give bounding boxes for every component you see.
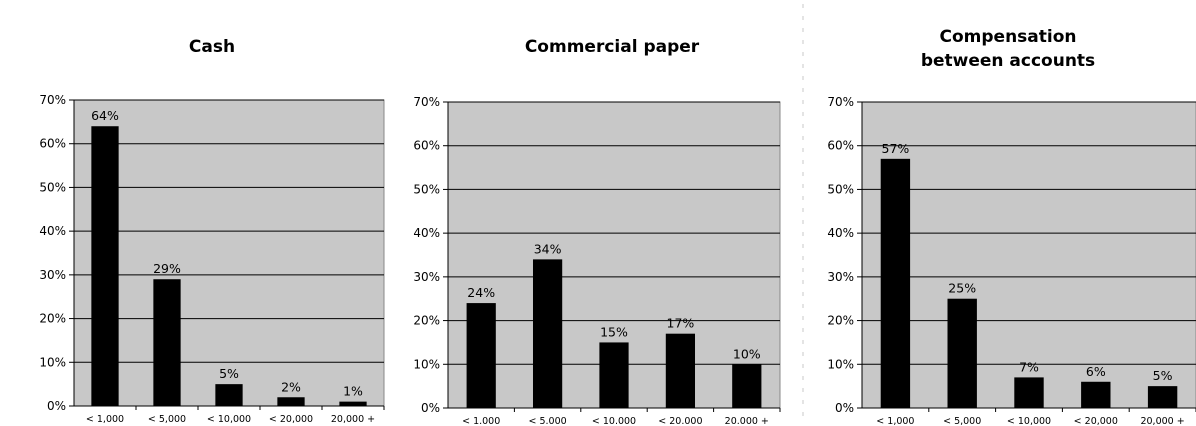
y-tick-label: 60%: [827, 139, 854, 153]
y-tick-label: 0%: [47, 399, 66, 413]
bar: [948, 299, 977, 408]
data-label: 5%: [219, 366, 239, 381]
x-tick-label: < 10,000: [207, 414, 251, 425]
bar: [277, 397, 304, 406]
y-tick-label: 20%: [827, 314, 854, 328]
bar: [599, 342, 628, 408]
data-label: 15%: [600, 324, 628, 339]
x-tick-label: < 1,000: [86, 414, 124, 425]
chart-title: Compensation: [940, 27, 1077, 47]
x-tick-label: < 5.000: [529, 416, 567, 426]
y-tick-label: 30%: [413, 270, 440, 284]
bar: [732, 364, 761, 408]
y-tick-label: 30%: [827, 270, 854, 284]
y-tick-label: 0%: [835, 401, 854, 415]
chart-title: Commercial paper: [525, 37, 700, 57]
bar: [215, 384, 242, 406]
data-label: 1%: [343, 384, 363, 399]
y-tick-label: 40%: [413, 226, 440, 240]
bar: [1081, 382, 1110, 408]
x-tick-label: 20,000 +: [331, 414, 375, 425]
bar: [339, 402, 366, 406]
y-tick-label: 20%: [39, 312, 66, 326]
chart-title: between accounts: [921, 51, 1095, 71]
y-tick-label: 10%: [413, 357, 440, 371]
y-tick-label: 10%: [827, 357, 854, 371]
y-tick-label: 10%: [39, 355, 66, 369]
data-label: 57%: [882, 141, 910, 156]
chart-title: Cash: [189, 37, 235, 57]
data-label: 25%: [948, 281, 976, 296]
data-label: 29%: [153, 261, 181, 276]
y-tick-label: 70%: [827, 95, 854, 109]
y-tick-label: 30%: [39, 268, 66, 282]
data-label: 6%: [1086, 364, 1106, 379]
y-tick-label: 60%: [39, 137, 66, 151]
data-label: 7%: [1019, 359, 1039, 374]
data-label: 24%: [467, 285, 495, 300]
bar: [881, 159, 910, 408]
x-tick-label: < 20,000: [269, 414, 313, 425]
x-tick-label: < 1,000: [876, 416, 914, 426]
x-tick-label: < 20,000: [1074, 416, 1118, 426]
y-tick-label: 70%: [413, 95, 440, 109]
y-tick-label: 20%: [413, 314, 440, 328]
data-label: 10%: [733, 346, 761, 361]
data-label: 5%: [1153, 368, 1173, 383]
bar: [533, 259, 562, 408]
data-label: 64%: [91, 108, 119, 123]
bar: [91, 126, 118, 406]
x-tick-label: < 10,000: [1007, 416, 1051, 426]
data-label: 34%: [534, 241, 562, 256]
data-label: 2%: [281, 379, 301, 394]
y-tick-label: 50%: [39, 180, 66, 194]
bar: [1148, 386, 1177, 408]
x-tick-label: < 5,000: [148, 414, 186, 425]
x-tick-label: 20.000 +: [725, 416, 769, 426]
y-tick-label: 70%: [39, 93, 66, 107]
bar: [666, 334, 695, 408]
bar: [467, 303, 496, 408]
x-tick-label: 20,000 +: [1140, 416, 1184, 426]
bar: [1014, 377, 1043, 408]
x-tick-label: < 20.000: [658, 416, 702, 426]
y-tick-label: 50%: [413, 182, 440, 196]
bar: [153, 279, 180, 406]
x-tick-label: < 5,000: [943, 416, 981, 426]
y-tick-label: 0%: [421, 401, 440, 415]
y-tick-label: 60%: [413, 139, 440, 153]
y-tick-label: 40%: [39, 224, 66, 238]
y-tick-label: 40%: [827, 226, 854, 240]
plot-area: [74, 100, 384, 406]
x-tick-label: < 1.000: [462, 416, 500, 426]
y-tick-label: 50%: [827, 182, 854, 196]
x-tick-label: < 10.000: [592, 416, 636, 426]
data-label: 17%: [667, 316, 695, 331]
